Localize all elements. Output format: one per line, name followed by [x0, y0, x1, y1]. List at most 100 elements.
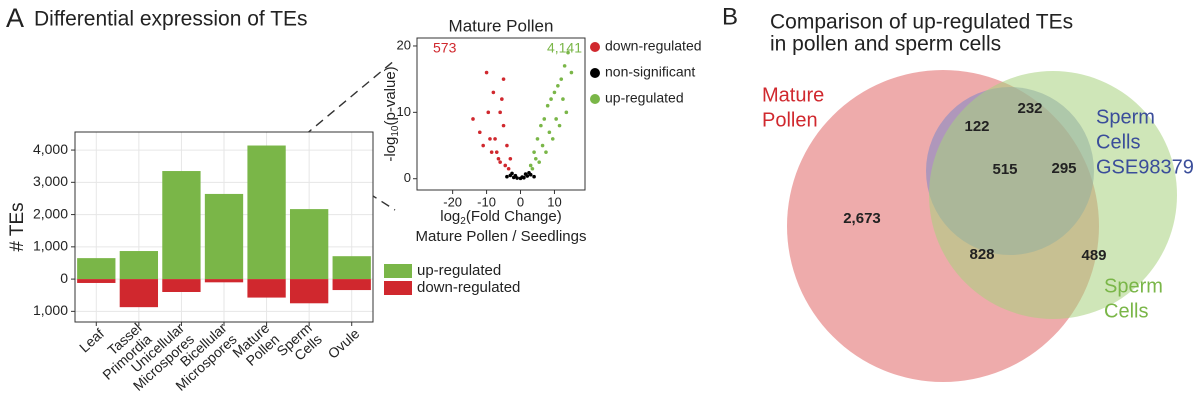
bar — [119, 251, 159, 280]
point — [520, 175, 525, 179]
point — [523, 172, 528, 176]
x-tick-label: Ovule — [324, 325, 362, 362]
y-axis-label: -log10(p-value) — [382, 66, 401, 161]
point — [537, 160, 541, 164]
point — [510, 171, 514, 176]
set-label: Pollen — [762, 109, 818, 131]
point — [481, 143, 485, 148]
panel-label: B — [722, 3, 738, 30]
point — [566, 50, 570, 55]
bar — [162, 279, 201, 292]
point — [527, 170, 531, 175]
x-axis-label-part: (Fold Change) — [466, 208, 562, 225]
y-tick-label: 1,000 — [33, 238, 68, 254]
legend-label: down-regulated — [417, 279, 520, 296]
x-axis-subtitle: Mature Pollen / Seedlings — [416, 228, 587, 245]
annotation: 573 — [433, 40, 457, 56]
chart-title: Comparison of up-regulated TEs — [770, 11, 1073, 34]
x-tick-label-line: Leaf — [76, 325, 107, 355]
bar — [332, 256, 371, 280]
legend-label: non-significant — [605, 64, 695, 80]
bar — [204, 193, 244, 280]
point — [477, 130, 482, 135]
chart-title: Mature Pollen — [449, 16, 554, 35]
x-tick-label: -10 — [477, 194, 496, 209]
point — [505, 143, 509, 148]
point — [488, 137, 492, 141]
legend-label: down-regulated — [605, 38, 702, 54]
set-label: GSE98379 — [1096, 156, 1194, 178]
plot-frame — [416, 37, 586, 191]
point — [550, 137, 555, 141]
legend-label: up-regulated — [605, 90, 684, 106]
y-tick-label: 0 — [404, 170, 411, 185]
y-tick-label: 1,000 — [33, 302, 68, 318]
x-tick-label: Leaf — [76, 325, 107, 355]
point — [539, 123, 543, 128]
point — [501, 123, 506, 128]
point — [547, 130, 552, 135]
plot-frame — [74, 131, 374, 323]
point — [528, 163, 533, 168]
x-tick-label: -20 — [443, 194, 462, 209]
y-tick-label: 10 — [397, 104, 411, 119]
point — [542, 117, 547, 121]
point — [532, 174, 536, 179]
x-axis-label-part: 2 — [460, 216, 466, 227]
y-tick-label: 3,000 — [33, 173, 68, 189]
bar — [332, 279, 371, 291]
point — [556, 83, 560, 88]
x-tick-label: 0 — [517, 194, 524, 209]
set-circle — [929, 71, 1177, 319]
point — [508, 157, 513, 161]
region-value: 295 — [1051, 160, 1076, 177]
point — [489, 150, 494, 154]
point — [498, 160, 502, 164]
set-label: Cells — [1096, 131, 1140, 153]
point — [569, 70, 574, 75]
bar — [119, 279, 159, 308]
point — [471, 117, 475, 121]
region-value: 515 — [992, 161, 1017, 178]
annotation: 4,141 — [547, 40, 582, 56]
point — [500, 97, 504, 101]
bar — [289, 279, 329, 304]
chart-title: Differential expression of TEs — [34, 8, 308, 31]
point — [491, 90, 496, 95]
bar — [289, 209, 329, 280]
point — [496, 157, 501, 161]
point — [535, 137, 540, 141]
set-label: Cells — [1104, 300, 1148, 322]
point — [561, 97, 565, 101]
bar — [77, 258, 116, 280]
point — [557, 123, 562, 128]
bar — [77, 279, 116, 283]
y-tick-label: 2,000 — [33, 205, 68, 221]
point — [486, 110, 491, 115]
point — [506, 166, 511, 171]
legend-marker — [590, 68, 600, 78]
legend-swatch — [384, 281, 412, 295]
point — [559, 77, 564, 81]
x-tick-label: SpermCells — [273, 320, 324, 371]
point — [549, 97, 553, 101]
point — [552, 90, 557, 95]
legend-swatch — [384, 264, 412, 278]
point — [484, 70, 489, 75]
point — [498, 110, 502, 115]
point — [513, 173, 518, 178]
legend-marker — [590, 94, 600, 104]
region-value: 489 — [1081, 247, 1106, 264]
point — [532, 150, 536, 154]
point — [533, 157, 538, 161]
region-value: 122 — [964, 118, 989, 135]
point — [544, 150, 548, 154]
panel-label: A — [6, 3, 24, 33]
set-label: Sperm — [1104, 275, 1163, 297]
point — [501, 77, 506, 81]
bar — [204, 279, 244, 283]
bar — [162, 171, 201, 280]
point — [564, 110, 569, 115]
set-label: Sperm — [1096, 106, 1155, 128]
